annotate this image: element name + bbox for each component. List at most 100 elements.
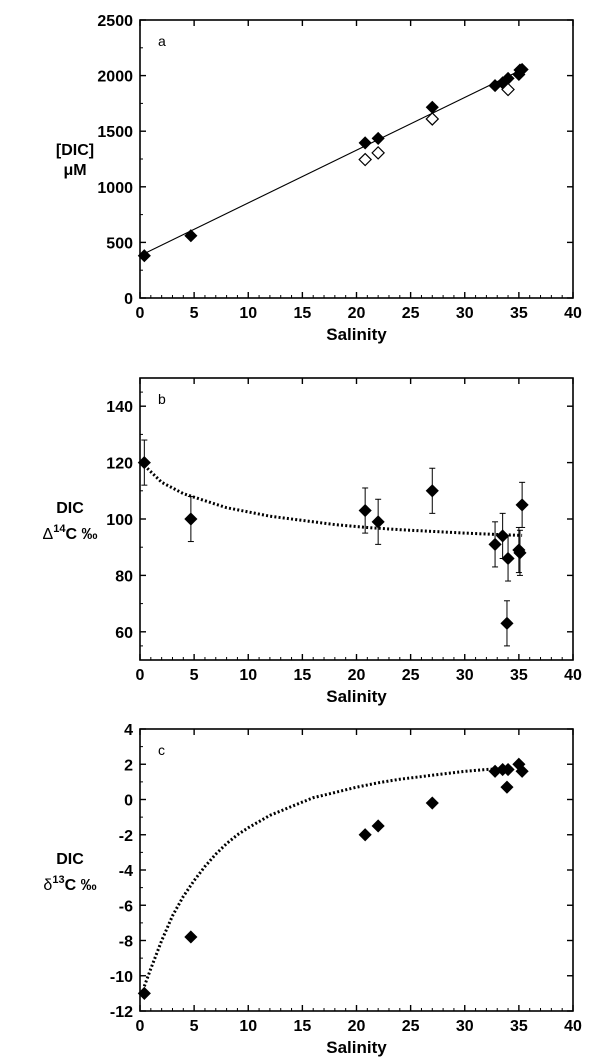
panel-a-letter: a <box>158 33 166 49</box>
panel-a-x-tick-label: 5 <box>190 305 199 322</box>
panel-c-y-axis-label-line2: δ13C ‰ <box>43 874 96 894</box>
panel-c-y-axis-label-superscript: 13 <box>52 874 64 886</box>
panel-c-y-tick-label: -12 <box>110 1004 133 1021</box>
panel-b-filled-diamond-point <box>496 529 510 543</box>
panel-a-y-tick-label: 500 <box>106 235 133 252</box>
panel-b-fit-line <box>143 464 523 537</box>
panel-c-y-tick-label: -4 <box>119 863 133 880</box>
panel-c-fit-line <box>142 767 503 987</box>
panel-a-filled-diamond-point <box>137 249 151 263</box>
panel-b-y-tick-label: 120 <box>106 456 133 473</box>
panel-b-filled-diamond-point <box>184 512 198 526</box>
panel-b-x-tick-label: 15 <box>293 667 311 684</box>
panel-c-filled-diamond-point <box>515 764 529 778</box>
panel-c-y-axis-label-line1: DIC <box>56 851 84 868</box>
panel-b-filled-diamond-point <box>488 537 502 551</box>
panel-b-y-axis-label-line1: DIC <box>56 500 84 517</box>
panel-c-x-tick-label: 35 <box>510 1018 528 1035</box>
panel-c-x-tick-label: 15 <box>293 1018 311 1035</box>
panel-c-y-axis-label-symbol: δ <box>43 877 52 894</box>
panel-b-plot-frame <box>139 377 574 661</box>
panel-a-x-tick-label: 25 <box>402 305 420 322</box>
panel-b-y-tick-label: 140 <box>106 399 133 416</box>
panel-b-x-tick-label: 30 <box>456 667 474 684</box>
panel-c-x-tick-label: 40 <box>564 1018 582 1035</box>
panel-a-filled-diamond-point <box>184 229 198 243</box>
panel-c-filled-diamond-point <box>371 819 385 833</box>
panel-a-fit-line <box>139 69 523 257</box>
panel-c-letter: c <box>158 742 165 758</box>
panel-c-y-tick-label: 2 <box>124 757 133 774</box>
panel-a-plot-frame <box>139 19 574 299</box>
panel-b-x-tick-label: 35 <box>510 667 528 684</box>
panel-b-y-axis-label-symbol: Δ <box>43 526 54 543</box>
panel-a-y-tick-label: 2000 <box>97 69 133 86</box>
panel-b-y-axis-label-unit: C ‰ <box>65 526 97 543</box>
panel-c-y-tick-label: -6 <box>119 898 133 915</box>
panel-b: 0 5 10 15 20 25 30 35 40 60 80 100 120 140 b Salinity DI… <box>43 377 582 706</box>
panel-a-x-tick-label: 20 <box>348 305 366 322</box>
panel-b-x-tick-label: 40 <box>564 667 582 684</box>
panel-a-y-tick-label: 1000 <box>97 180 133 197</box>
panel-c-y-tick-label: 0 <box>124 793 133 810</box>
panel-b-x-tick-label: 10 <box>239 667 257 684</box>
panel-c-x-tick-label: 5 <box>190 1018 199 1035</box>
panel-c-x-tick-label: 30 <box>456 1018 474 1035</box>
panel-b-y-tick-label: 80 <box>115 568 133 585</box>
panel-b-x-tick-label: 5 <box>190 667 199 684</box>
panel-b-y-tick-label: 60 <box>115 625 133 642</box>
panel-a-y-axis-label-line1: [DIC] <box>56 142 94 159</box>
panel-a-open-diamond-point <box>501 82 515 97</box>
panel-a-filled-diamond-point <box>515 62 529 77</box>
panel-b-y-axis-label-line2: Δ14C ‰ <box>43 523 98 543</box>
panel-b-filled-diamond-point <box>137 456 151 470</box>
panel-b-filled-diamond-point <box>358 503 372 518</box>
panel-b-y-axis-label-superscript: 14 <box>53 523 66 535</box>
panel-c-filled-diamond-point <box>137 986 151 1000</box>
panel-a-filled-diamond-point <box>358 136 372 150</box>
panel-b-x-tick-label: 25 <box>402 667 420 684</box>
panel-c-filled-diamond-point <box>425 796 439 810</box>
panel-b-filled-diamond-point <box>500 616 514 630</box>
panel-b-x-tick-label: 20 <box>348 667 366 684</box>
panel-b-letter: b <box>158 391 166 407</box>
panel-b-filled-diamond-point <box>515 498 529 512</box>
panel-c-y-tick-label: -10 <box>110 969 133 986</box>
panel-a-open-diamond-point <box>371 146 385 160</box>
panel-b-filled-diamond-point <box>513 546 527 560</box>
panel-a-y-tick-label: 1500 <box>97 124 133 141</box>
panel-c-y-tick-label: 4 <box>124 722 133 739</box>
panel-c-x-axis-label: Salinity <box>326 1038 387 1057</box>
panel-c-filled-diamond-point <box>500 780 514 794</box>
panel-a-y-tick-label: 0 <box>124 291 133 308</box>
panel-b-filled-diamond-point <box>501 551 515 566</box>
panel-c-filled-diamond-point <box>501 762 515 777</box>
panel-c-x-tick-label: 20 <box>348 1018 366 1035</box>
panel-a-x-tick-label: 0 <box>136 305 145 322</box>
panel-c-x-tick-label: 25 <box>402 1018 420 1035</box>
panel-a-x-tick-label: 15 <box>293 305 311 322</box>
panel-a-x-tick-label: 40 <box>564 305 582 322</box>
panel-b-y-tick-label: 100 <box>106 512 133 529</box>
panel-c-y-tick-label: -2 <box>119 828 133 845</box>
panel-b-x-tick-label: 0 <box>136 667 145 684</box>
panel-c: 0 5 10 15 20 25 30 35 40 -12 -10 -8 -6 -4 -2 0 2 4 c Salini… <box>43 722 582 1057</box>
panel-c-filled-diamond-point <box>358 828 372 842</box>
panel-a-x-tick-label: 10 <box>239 305 257 322</box>
panel-a-filled-diamond-point <box>371 131 385 145</box>
panel-a-x-tick-label: 35 <box>510 305 528 322</box>
panel-b-filled-diamond-point <box>425 484 439 498</box>
panel-c-y-tick-label: -8 <box>119 934 133 951</box>
panel-c-x-tick-label: 10 <box>239 1018 257 1035</box>
panel-a-y-tick-label: 2500 <box>97 13 133 30</box>
panel-a-open-diamond-point <box>425 112 440 126</box>
panel-a-x-tick-label: 30 <box>456 305 474 322</box>
panel-a-open-diamond-point <box>358 152 373 167</box>
panel-a: 0 5 10 15 20 25 30 35 40 0 500 1000 1500 2000 2500 a Sal… <box>56 13 582 344</box>
panel-a-y-axis-label-line2: μM <box>63 162 86 179</box>
panel-b-filled-diamond-point <box>371 515 385 529</box>
panel-c-y-axis-label-unit: C ‰ <box>65 877 97 894</box>
panel-c-filled-diamond-point <box>184 930 198 944</box>
panel-c-x-tick-label: 0 <box>136 1018 145 1035</box>
